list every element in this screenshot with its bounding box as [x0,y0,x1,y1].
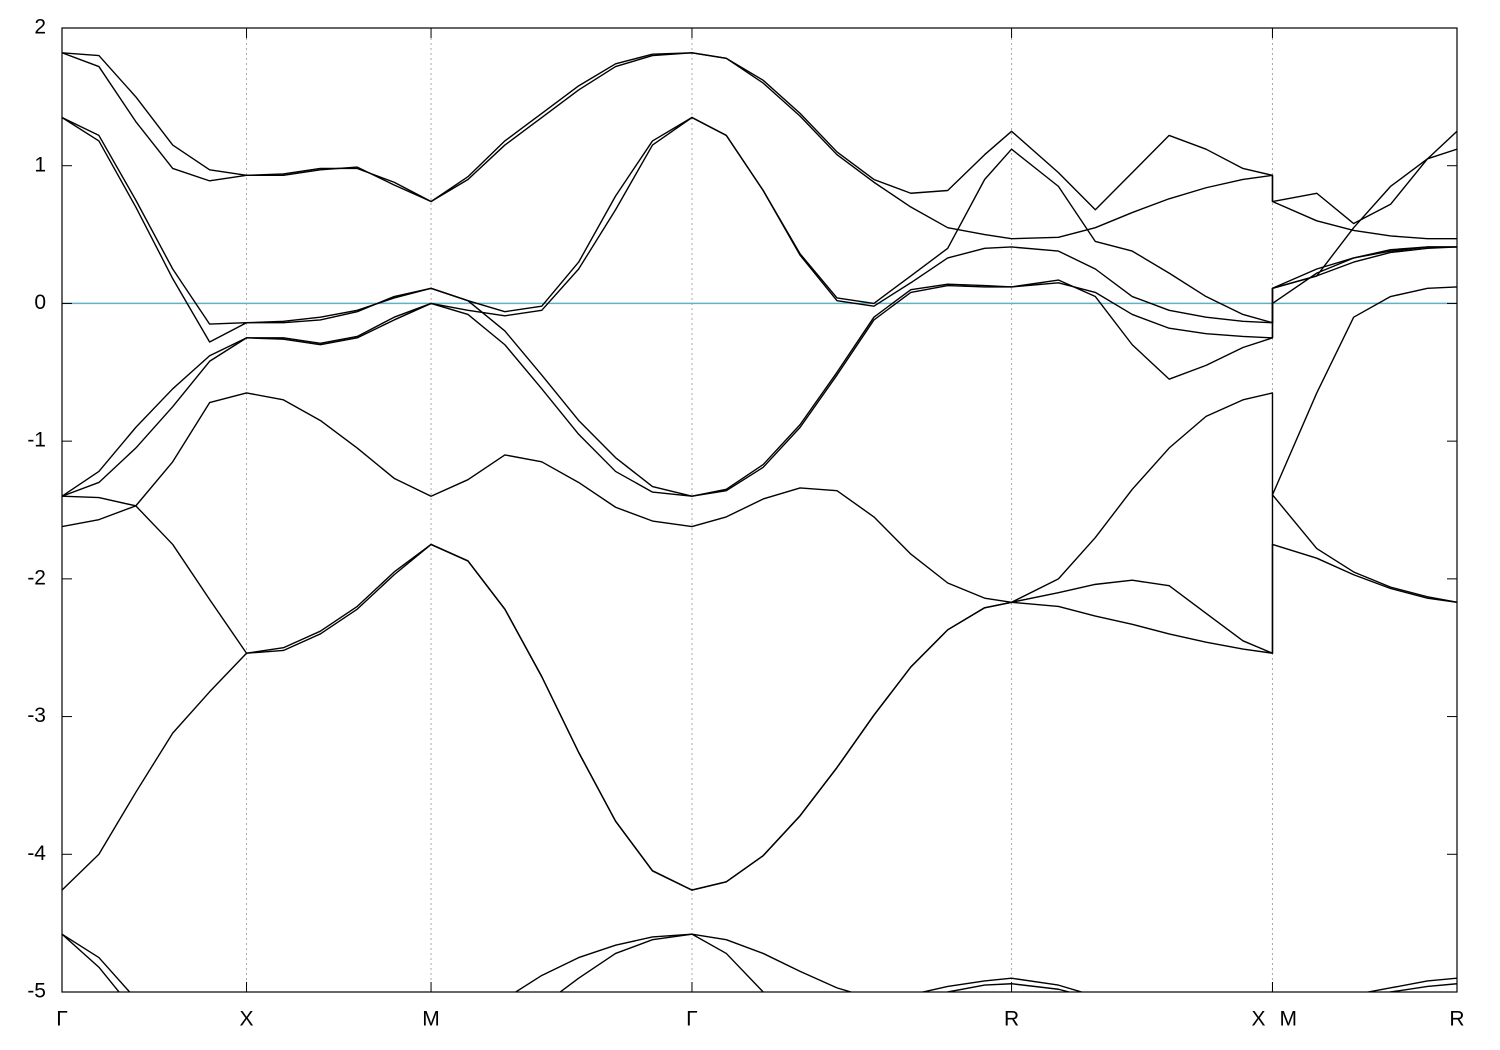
y-tick-label: 0 [34,291,46,314]
x-tick-label: M [422,1008,440,1031]
y-tick-label: -2 [27,566,46,589]
frame [61,27,1458,993]
x-tick-label: R [1004,1008,1019,1031]
y-tick-label: -5 [27,980,46,1003]
plot-area [62,52,1457,992]
y-tick-label: 2 [34,16,46,39]
y-tick-label: -1 [27,429,46,452]
band-line [62,933,1457,992]
x-tick-label: M [1279,1008,1297,1031]
x-tick-label: R [1449,1008,1464,1031]
y-tick-label: 1 [34,153,46,176]
band-line [62,116,1457,343]
band-line [62,52,1457,225]
y-tick-label: -3 [27,704,46,727]
x-tick-label: X [1251,1008,1265,1031]
band-line [62,116,1457,497]
band-line [62,52,1457,240]
x-tick-label: X [240,1008,254,1031]
y-tick-label: -4 [27,842,46,865]
band-line [62,286,1457,603]
band-line [62,246,1457,497]
x-tick-label: Γ [686,1008,698,1031]
band-line [62,494,1457,891]
x-tick-label: Γ [56,1008,68,1031]
band-line [62,543,1457,891]
grid [61,28,1458,992]
